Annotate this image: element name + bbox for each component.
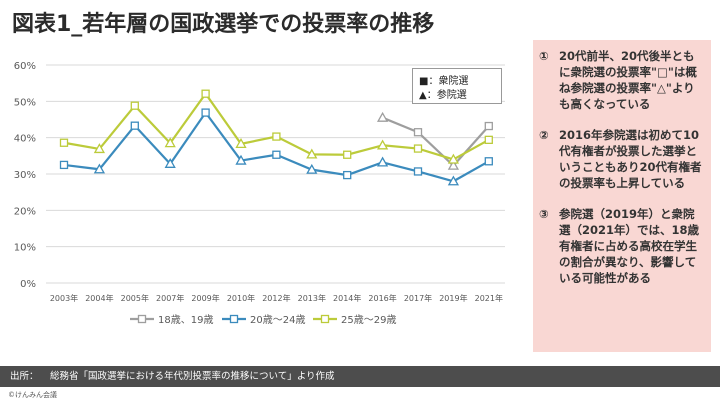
- data-point-triangle: [376, 139, 389, 150]
- data-point-square: [59, 160, 69, 170]
- legend-label: 25歳～29歳: [341, 314, 396, 326]
- page-title: 図表1_若年層の国政選挙での投票率の推移: [12, 12, 435, 37]
- note-number: ③: [539, 207, 549, 221]
- x-tick-label: 2010年: [227, 293, 255, 303]
- data-point-triangle: [447, 159, 460, 170]
- legend-sangiin: ▲：参院選: [419, 90, 467, 101]
- data-point-square: [272, 150, 281, 159]
- x-tick-label: 2021年: [475, 293, 503, 303]
- data-point-triangle: [164, 158, 176, 168]
- data-point-square: [201, 89, 210, 98]
- data-point-square: [59, 138, 69, 147]
- data-point-triangle: [164, 137, 176, 148]
- data-point-square: [413, 128, 423, 137]
- series-line: [382, 116, 490, 168]
- data-point-triangle: [447, 175, 460, 186]
- data-point-square: [484, 135, 493, 144]
- x-tick-label: 2014年: [333, 293, 361, 303]
- legend-marker: [229, 314, 239, 324]
- data-point-square: [484, 121, 493, 131]
- note-1: ① 20代前半、20代後半ともに衆院選の投票率"□"は概ね参院選の投票率"△"よ…: [539, 48, 703, 112]
- y-tick-label: 0%: [20, 279, 36, 290]
- data-point-square: [130, 101, 139, 110]
- legend-label: 20歳～24歳: [250, 314, 305, 326]
- data-point-triangle: [306, 163, 318, 174]
- x-tick-label: 2017年: [404, 293, 432, 303]
- footer-label: 出所：: [10, 371, 39, 382]
- note-text: 2016年参院選は初めて10代有権者が投票した選挙ということもあり20代有権者の…: [559, 128, 702, 190]
- data-point-triangle: [306, 148, 318, 159]
- y-tick-label: 30%: [14, 170, 36, 181]
- y-tick-label: 50%: [14, 97, 36, 108]
- data-point-triangle: [235, 138, 247, 148]
- source-footer: 出所： 総務省「国政選挙における年代別投票率の推移について」より作成: [0, 366, 720, 387]
- x-tick-label: 2013年: [298, 293, 326, 303]
- legend-label: 18歳、19歳: [158, 314, 213, 326]
- data-point-triangle: [93, 143, 106, 154]
- marker-legend-box: ■：衆院選 ▲：参院選: [412, 68, 502, 104]
- footer-source: 総務省「国政選挙における年代別投票率の推移について」より作成: [50, 371, 335, 382]
- x-tick-label: 2003年: [50, 293, 78, 303]
- series-line: [63, 110, 490, 183]
- x-tick-label: 2004年: [85, 293, 113, 303]
- data-point-square: [201, 108, 210, 117]
- note-3: ③ 参院選（2019年）と衆院選（2021年）では、18歳有権者に占める高校在学…: [539, 206, 703, 286]
- data-point-triangle: [376, 156, 389, 167]
- x-tick-label: 2012年: [262, 293, 290, 303]
- data-point-square: [272, 132, 281, 141]
- data-point-square: [413, 167, 423, 176]
- data-point-square: [130, 121, 139, 130]
- notes-panel: ① 20代前半、20代後半ともに衆院選の投票率"□"は概ね参院選の投票率"△"よ…: [533, 40, 711, 352]
- data-point-square: [343, 150, 352, 159]
- data-point-triangle: [376, 111, 389, 122]
- note-text: 参院選（2019年）と衆院選（2021年）では、18歳有権者に占める高校在学生の…: [559, 207, 700, 285]
- line-chart: 0% 10% 20% 30% 40% 50% 60% 2003年 2004年 2005年 2007年…: [14, 61, 505, 326]
- data-point-square: [343, 170, 352, 180]
- note-text: 20代前半、20代後半ともに衆院選の投票率"□"は概ね参院選の投票率"△"よりも…: [559, 49, 697, 111]
- note-number: ①: [539, 49, 549, 63]
- data-point-square: [413, 144, 423, 153]
- x-tick-label: 2016年: [368, 293, 396, 303]
- data-point-triangle: [235, 154, 247, 165]
- legend-marker: [320, 314, 330, 324]
- data-point-triangle: [93, 163, 106, 174]
- copyright: ©けんみん会議: [8, 391, 57, 399]
- data-point-triangle: [447, 153, 460, 164]
- x-tick-label: 2005年: [121, 293, 149, 303]
- note-2: ② 2016年参院選は初めて10代有権者が投票した選挙ということもあり20代有権…: [539, 127, 703, 191]
- y-tick-label: 60%: [14, 61, 36, 72]
- legend-marker: [137, 314, 147, 324]
- x-tick-label: 2009年: [191, 293, 219, 303]
- data-point-square: [484, 157, 493, 166]
- x-tick-label: 2019年: [439, 293, 467, 303]
- y-tick-label: 40%: [14, 134, 36, 145]
- note-number: ②: [539, 128, 549, 142]
- x-tick-label: 2007年: [156, 293, 184, 303]
- y-tick-label: 10%: [14, 243, 36, 254]
- legend-shugiin: ■：衆院選: [419, 76, 469, 87]
- y-tick-label: 20%: [14, 206, 36, 217]
